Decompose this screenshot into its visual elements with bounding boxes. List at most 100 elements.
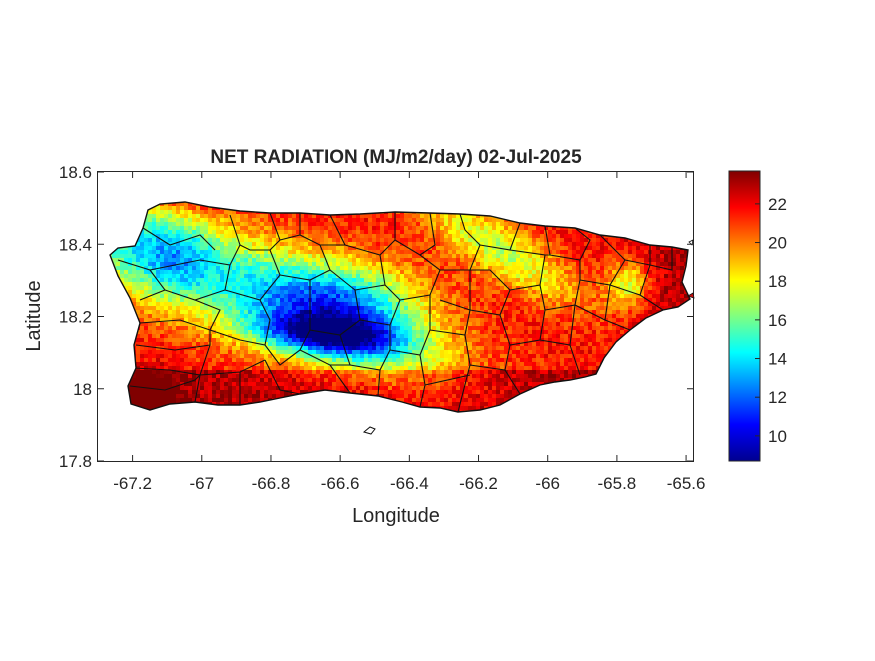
heatmap-cell	[164, 246, 169, 251]
heatmap-cell	[244, 322, 249, 327]
heatmap-cell	[592, 242, 597, 247]
heatmap-cell	[236, 278, 241, 283]
heatmap-cell	[248, 222, 253, 227]
heatmap-cell	[252, 214, 257, 219]
heatmap-cell	[200, 250, 205, 255]
heatmap-cell	[280, 218, 285, 223]
heatmap-cell	[180, 310, 185, 315]
heatmap-cell	[312, 250, 317, 255]
heatmap-cell	[480, 262, 485, 267]
heatmap-cell	[360, 242, 365, 247]
heatmap-cell	[540, 238, 545, 243]
heatmap-cell	[476, 298, 481, 303]
heatmap-cell	[488, 218, 493, 223]
heatmap-cell	[448, 278, 453, 283]
heatmap-cell	[156, 306, 161, 311]
heatmap-cell	[552, 250, 557, 255]
heatmap-cell	[372, 278, 377, 283]
heatmap-cell	[312, 326, 317, 331]
heatmap-cell	[368, 298, 373, 303]
heatmap-cell	[176, 266, 181, 271]
heatmap-cell	[344, 218, 349, 223]
heatmap-cell	[556, 246, 561, 251]
heatmap-cell	[592, 270, 597, 275]
heatmap-cell	[472, 298, 477, 303]
heatmap-cell	[156, 218, 161, 223]
heatmap-cell	[272, 290, 277, 295]
heatmap-cell	[512, 310, 517, 315]
heatmap-cell	[128, 290, 133, 295]
heatmap-cell	[188, 274, 193, 279]
heatmap-cell	[276, 318, 281, 323]
heatmap-cell	[136, 302, 141, 307]
heatmap-cell	[200, 286, 205, 291]
heatmap-cell	[288, 278, 293, 283]
heatmap-cell	[384, 266, 389, 271]
heatmap-cell	[600, 262, 605, 267]
heatmap-cell	[344, 258, 349, 263]
heatmap-cell	[252, 306, 257, 311]
heatmap-cell	[448, 238, 453, 243]
heatmap-cell	[560, 314, 565, 319]
heatmap-cell	[268, 278, 273, 283]
heatmap-cell	[624, 262, 629, 267]
heatmap-cell	[404, 222, 409, 227]
heatmap-cell	[480, 302, 485, 307]
heatmap-cell	[168, 282, 173, 287]
heatmap-cell	[304, 262, 309, 267]
heatmap-cell	[288, 314, 293, 319]
heatmap-cell	[548, 322, 553, 327]
heatmap-cell	[452, 274, 457, 279]
heatmap-cell	[332, 294, 337, 299]
heatmap-cell	[588, 258, 593, 263]
heatmap-cell	[628, 298, 633, 303]
heatmap-cell	[152, 330, 157, 335]
heatmap-cell	[304, 250, 309, 255]
heatmap-cell	[148, 258, 153, 263]
heatmap-cell	[208, 222, 213, 227]
heatmap-cell	[500, 330, 505, 335]
heatmap-cell	[628, 282, 633, 287]
heatmap-cell	[352, 238, 357, 243]
heatmap-cell	[196, 286, 201, 291]
heatmap-cell	[228, 302, 233, 307]
heatmap-cell	[644, 306, 649, 311]
heatmap-cell	[140, 246, 145, 251]
heatmap-cell	[204, 318, 209, 323]
heatmap-cell	[416, 278, 421, 283]
heatmap-cell	[268, 274, 273, 279]
heatmap-cell	[592, 246, 597, 251]
heatmap-cell	[156, 214, 161, 219]
heatmap-cell	[560, 258, 565, 263]
heatmap-cell	[344, 302, 349, 307]
heatmap-cell	[632, 250, 637, 255]
heatmap-cell	[248, 238, 253, 243]
heatmap-cell	[368, 230, 373, 235]
heatmap-cell	[192, 266, 197, 271]
heatmap-cell	[436, 326, 441, 331]
heatmap-cell	[676, 254, 681, 259]
heatmap-cell	[628, 278, 633, 283]
heatmap-cell	[532, 330, 537, 335]
heatmap-cell	[268, 258, 273, 263]
heatmap-cell	[508, 298, 513, 303]
heatmap-cell	[148, 238, 153, 243]
heatmap-cell	[484, 282, 489, 287]
heatmap-cell	[208, 286, 213, 291]
heatmap-cell	[636, 246, 641, 251]
heatmap-cell	[148, 210, 153, 215]
heatmap-cell	[580, 290, 585, 295]
heatmap-cell	[292, 246, 297, 251]
heatmap-cell	[180, 226, 185, 231]
heatmap-cell	[500, 294, 505, 299]
heatmap-cell	[324, 302, 329, 307]
heatmap-cell	[292, 262, 297, 267]
heatmap-cell	[236, 310, 241, 315]
heatmap-cell	[308, 274, 313, 279]
heatmap-cell	[324, 282, 329, 287]
heatmap-cell	[192, 246, 197, 251]
heatmap-cell	[156, 210, 161, 215]
heatmap-cell	[444, 218, 449, 223]
heatmap-cell	[520, 270, 525, 275]
heatmap-cell	[244, 234, 249, 239]
